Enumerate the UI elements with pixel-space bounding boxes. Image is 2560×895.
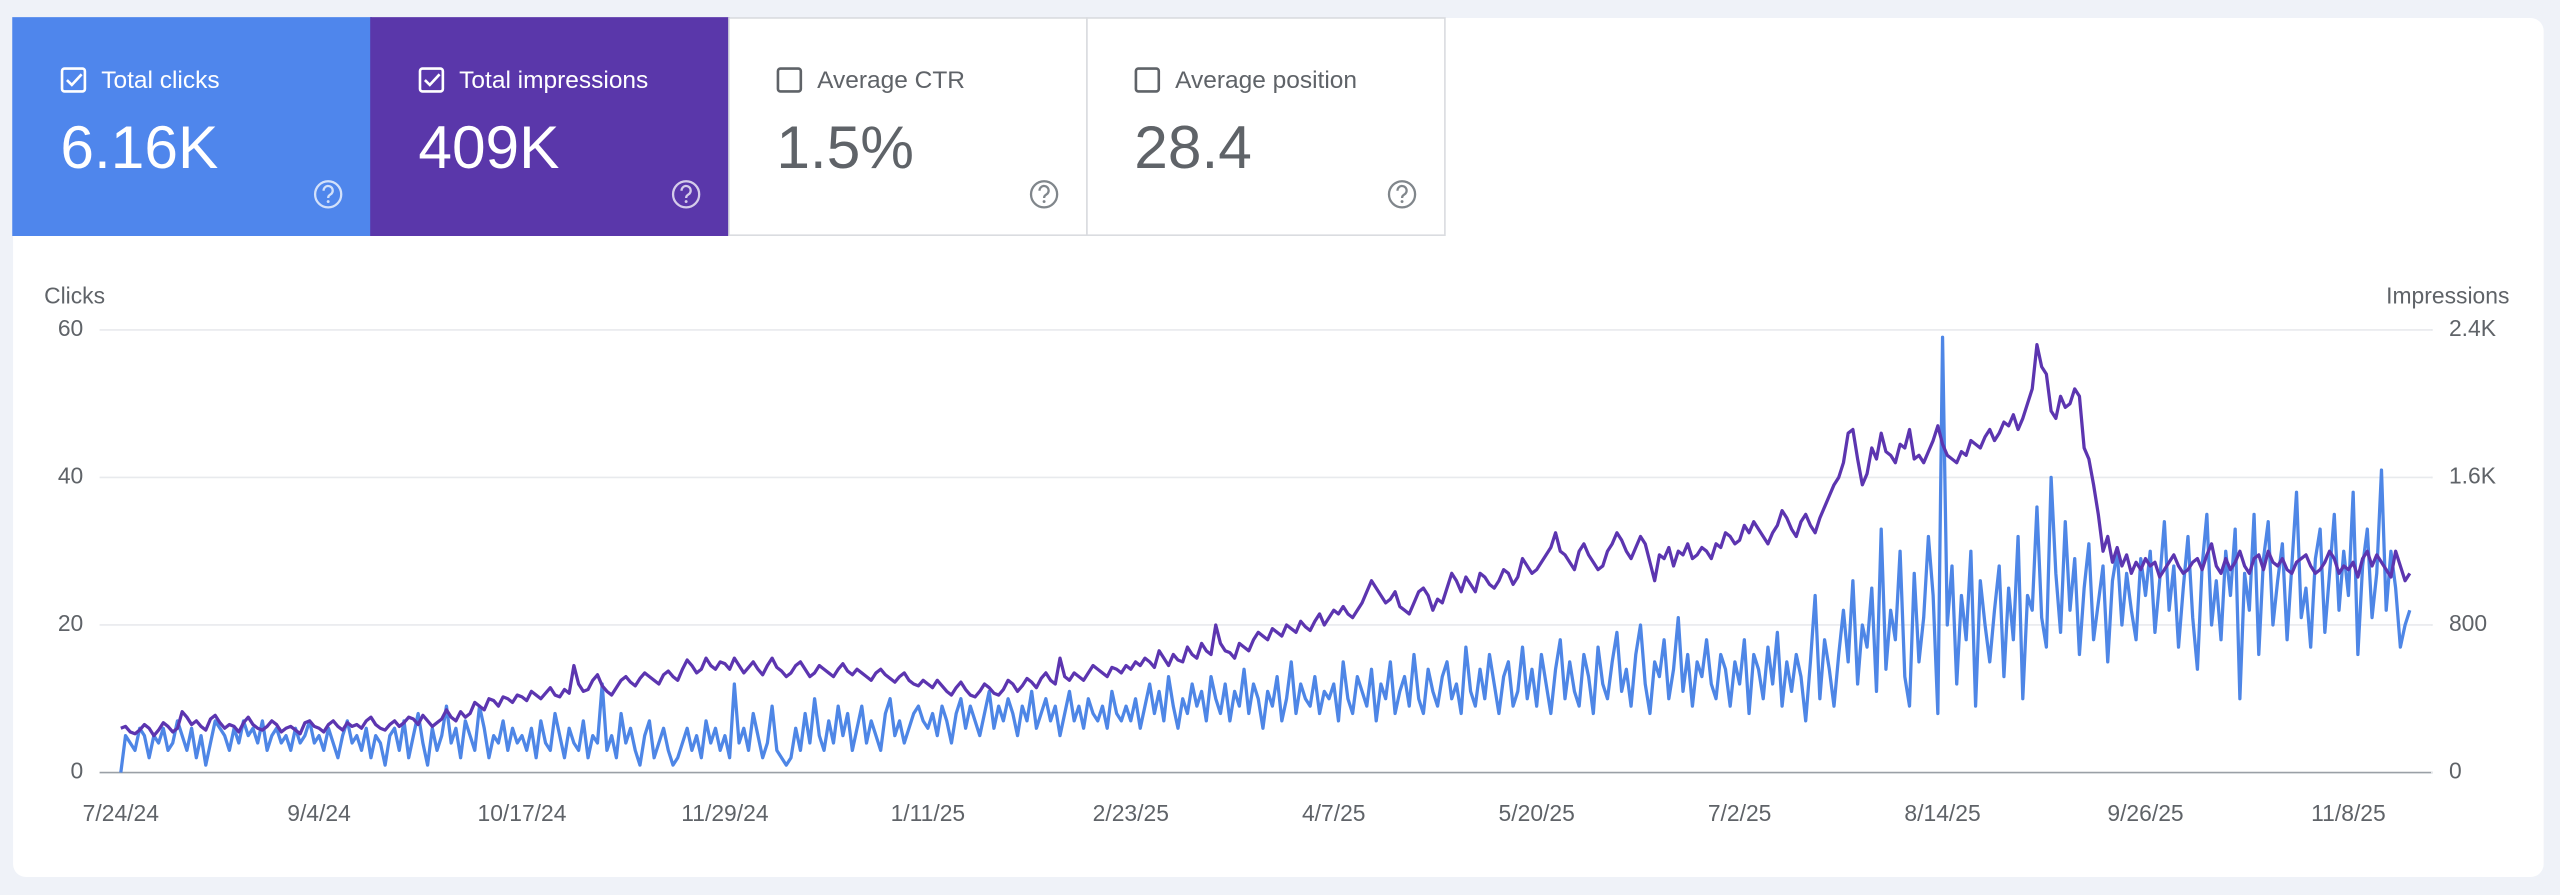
x-tick-label: 11/8/25 <box>2311 800 2386 826</box>
series-line <box>119 335 2412 773</box>
x-tick-label: 2/23/25 <box>1093 800 1169 826</box>
card-label: Total impressions <box>459 67 648 94</box>
checkbox[interactable] <box>418 67 445 93</box>
help-icon-glyph <box>1396 184 1408 199</box>
card-background <box>728 17 1088 236</box>
series-line <box>120 343 2412 738</box>
metric-cards: Total clicks 6.16K Total impressions 409K Av… <box>12 17 1446 236</box>
help-icon[interactable] <box>313 180 343 209</box>
checkbox[interactable] <box>776 67 803 93</box>
help-icon-dot <box>1400 200 1404 204</box>
card-value: 6.16K <box>60 113 218 181</box>
x-tick-label: 8/14/25 <box>1904 800 1980 826</box>
y2-tick-label: 0 <box>2449 758 2462 784</box>
checkbox[interactable] <box>1134 67 1161 93</box>
help-icon-glyph <box>680 184 692 199</box>
metric-card[interactable]: Total impressions 409K <box>370 17 730 236</box>
help-icon-dot <box>684 200 688 204</box>
card-label: Total clicks <box>101 67 219 94</box>
help-icon-dot <box>1042 200 1046 204</box>
card-value: 409K <box>418 113 559 181</box>
y2-tick-label: 2.4K <box>2449 315 2496 341</box>
checkmark <box>66 73 83 87</box>
card-label: Average CTR <box>817 67 965 94</box>
help-icon-dot <box>326 200 330 204</box>
x-tick-label: 7/24/24 <box>83 800 160 826</box>
y-axis-title: Clicks <box>44 282 105 308</box>
x-tick-label: 1/11/25 <box>891 800 966 826</box>
metric-card[interactable]: Total clicks 6.16K <box>12 17 372 236</box>
x-tick-label: 4/7/25 <box>1302 800 1366 826</box>
y-tick-label: 40 <box>58 462 83 488</box>
card-background <box>1086 17 1446 236</box>
x-tick-label: 11/29/24 <box>681 800 769 826</box>
y2-tick-label: 800 <box>2449 610 2487 636</box>
help-icon-glyph <box>322 184 334 199</box>
metric-card[interactable]: Average CTR 1.5% <box>728 17 1088 236</box>
y-tick-label: 0 <box>71 758 84 784</box>
help-icon[interactable] <box>1387 180 1417 209</box>
checkmark <box>423 73 441 87</box>
x-tick-label: 7/2/25 <box>1708 800 1772 826</box>
help-icon[interactable] <box>1029 180 1059 209</box>
x-tick-label: 10/17/24 <box>477 800 566 826</box>
y-tick-label: 20 <box>58 610 83 636</box>
x-tick-label: 9/4/24 <box>287 800 351 826</box>
card-label: Average position <box>1175 67 1357 94</box>
help-icon[interactable] <box>671 180 701 209</box>
card-value: 28.4 <box>1134 113 1252 181</box>
card-value: 1.5% <box>776 113 914 181</box>
checkbox[interactable] <box>60 67 87 93</box>
x-tick-label: 5/20/25 <box>1499 800 1575 826</box>
card-background <box>370 17 730 236</box>
help-icon-glyph <box>1038 184 1050 199</box>
metric-card[interactable]: Average position 28.4 <box>1086 17 1446 236</box>
y2-axis-title: Impressions <box>2386 282 2509 308</box>
y2-tick-label: 1.6K <box>2449 462 2496 488</box>
x-tick-label: 9/26/25 <box>2107 800 2183 826</box>
y-tick-label: 60 <box>58 315 83 341</box>
plot: 0 20 40 60 0 800 1.6K 2.4K 7/24/24 9/4/24 10/17/24… <box>58 315 2496 826</box>
